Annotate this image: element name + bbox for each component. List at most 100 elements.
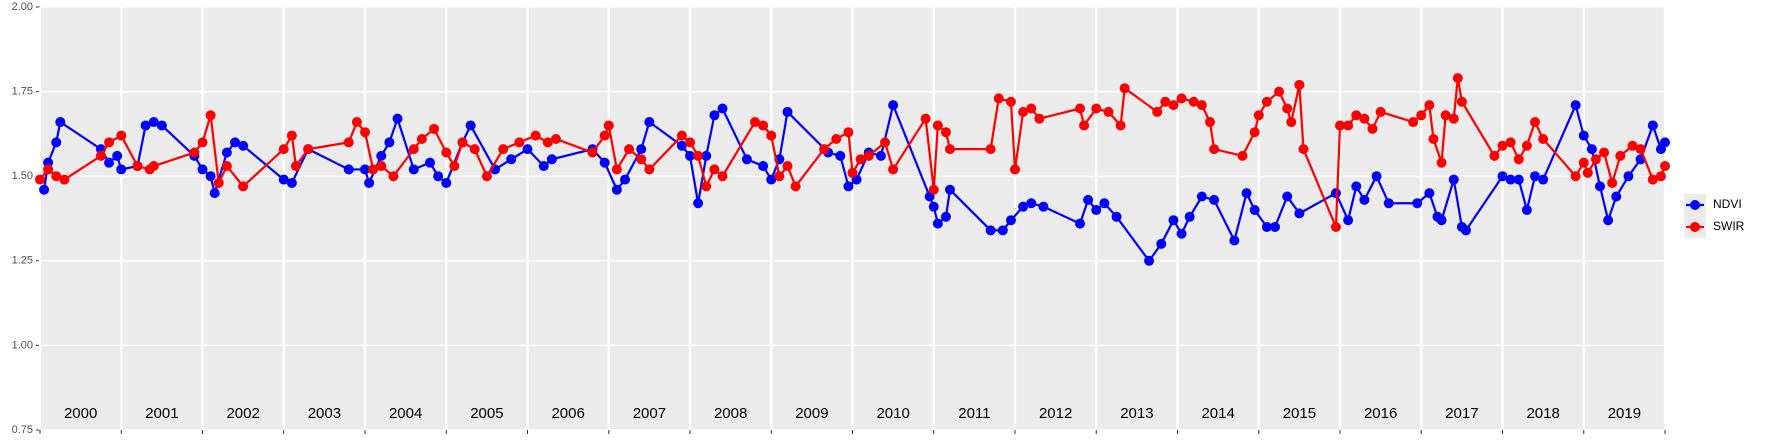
year-label: 2010 bbox=[876, 405, 909, 422]
data-point bbox=[1075, 103, 1085, 114]
data-point bbox=[750, 117, 760, 128]
data-point bbox=[522, 144, 533, 155]
data-point bbox=[1383, 198, 1394, 209]
data-point bbox=[636, 154, 647, 165]
data-point bbox=[429, 123, 440, 134]
data-point bbox=[1176, 93, 1187, 104]
data-point bbox=[35, 174, 45, 185]
data-point bbox=[603, 120, 614, 131]
data-point bbox=[599, 157, 610, 168]
data-point bbox=[620, 174, 630, 185]
legend-key-point bbox=[1690, 200, 1700, 210]
data-point bbox=[1274, 86, 1285, 97]
data-point bbox=[514, 137, 525, 148]
data-point bbox=[39, 184, 50, 195]
data-point bbox=[1375, 106, 1386, 117]
data-point bbox=[1530, 117, 1540, 128]
data-point bbox=[1115, 120, 1126, 131]
data-point bbox=[1237, 150, 1248, 161]
data-point bbox=[55, 117, 66, 128]
data-point bbox=[997, 225, 1008, 236]
data-point bbox=[1590, 154, 1601, 165]
year-label: 2002 bbox=[226, 405, 259, 422]
data-point bbox=[530, 130, 541, 141]
data-point bbox=[278, 144, 289, 155]
year-label: 2001 bbox=[145, 405, 178, 422]
data-point bbox=[197, 137, 208, 148]
data-point bbox=[1623, 171, 1634, 182]
data-point bbox=[1440, 110, 1451, 121]
data-point bbox=[116, 130, 127, 141]
year-label: 2017 bbox=[1445, 405, 1478, 422]
data-point bbox=[1209, 144, 1220, 155]
data-point bbox=[758, 120, 769, 131]
data-point bbox=[1367, 123, 1378, 134]
year-label: 2007 bbox=[633, 405, 666, 422]
data-point bbox=[766, 174, 777, 185]
data-point bbox=[1330, 221, 1341, 232]
data-point bbox=[1452, 73, 1463, 84]
data-point bbox=[1595, 181, 1605, 192]
data-point bbox=[1603, 215, 1614, 226]
data-point bbox=[1083, 194, 1094, 205]
data-point bbox=[1647, 120, 1658, 131]
data-point bbox=[1570, 171, 1581, 182]
data-point bbox=[741, 154, 752, 165]
data-point bbox=[1660, 137, 1670, 148]
data-point bbox=[611, 164, 622, 175]
data-point bbox=[278, 174, 289, 185]
data-point bbox=[205, 171, 216, 182]
year-label: 2009 bbox=[795, 405, 828, 422]
data-point bbox=[209, 188, 220, 199]
data-point bbox=[843, 127, 854, 138]
data-point bbox=[599, 130, 610, 141]
data-point bbox=[1578, 130, 1589, 141]
data-point bbox=[1111, 211, 1122, 222]
data-point bbox=[433, 171, 444, 182]
data-point bbox=[1261, 221, 1272, 232]
data-point bbox=[1209, 194, 1220, 205]
data-point bbox=[790, 181, 801, 192]
y-tick-label: 1.25 bbox=[12, 255, 33, 267]
data-point bbox=[1249, 205, 1260, 216]
data-point bbox=[364, 177, 375, 188]
data-point bbox=[709, 110, 720, 121]
data-point bbox=[1156, 238, 1167, 249]
data-point bbox=[1521, 140, 1532, 151]
data-point bbox=[1241, 188, 1252, 199]
data-point bbox=[351, 117, 362, 128]
marks bbox=[35, 73, 1670, 266]
data-point bbox=[1351, 181, 1362, 192]
data-point bbox=[408, 164, 419, 175]
data-point bbox=[847, 167, 858, 178]
data-point bbox=[1611, 191, 1622, 202]
data-point bbox=[1294, 79, 1305, 90]
data-point bbox=[863, 150, 874, 161]
data-point bbox=[1408, 117, 1419, 128]
data-point bbox=[693, 150, 704, 161]
data-point bbox=[993, 93, 1004, 104]
data-point bbox=[449, 161, 460, 172]
data-point bbox=[290, 161, 301, 172]
year-label: 2005 bbox=[470, 405, 503, 422]
data-point bbox=[1168, 215, 1179, 226]
data-point bbox=[238, 181, 249, 192]
data-point bbox=[1018, 106, 1029, 117]
data-point bbox=[1582, 167, 1593, 178]
data-point bbox=[717, 103, 728, 114]
data-point bbox=[1635, 144, 1646, 155]
data-point bbox=[676, 140, 687, 151]
data-point bbox=[1253, 110, 1264, 121]
year-label: 2008 bbox=[714, 405, 747, 422]
data-point bbox=[425, 157, 435, 168]
data-point bbox=[1119, 83, 1130, 94]
series-line bbox=[39, 77, 1667, 228]
data-point bbox=[465, 120, 476, 131]
data-point bbox=[1456, 96, 1467, 107]
data-point bbox=[230, 137, 240, 148]
data-point bbox=[197, 164, 208, 175]
year-label: 2014 bbox=[1201, 405, 1234, 422]
legend: NDVI SWIR bbox=[1684, 194, 1745, 238]
data-point bbox=[441, 147, 452, 158]
